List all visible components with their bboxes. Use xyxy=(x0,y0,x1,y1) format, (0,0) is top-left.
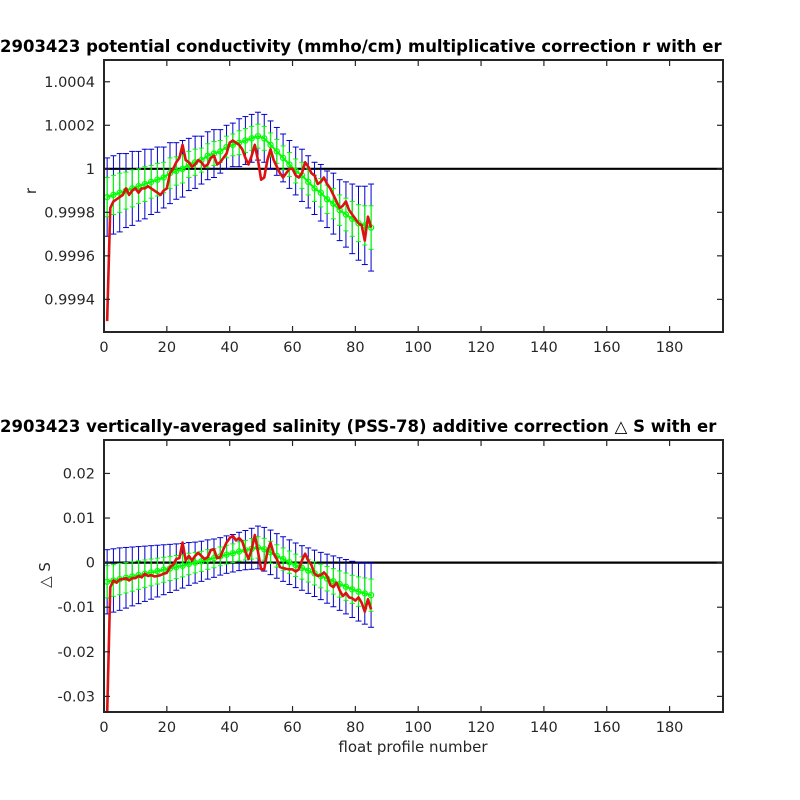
y-tick-label: 0.01 xyxy=(63,511,95,527)
fit-marker xyxy=(191,559,199,566)
fit-marker xyxy=(141,570,149,577)
fit-marker xyxy=(292,562,299,569)
y-tick-label: 0 xyxy=(86,556,95,572)
fit-marker xyxy=(311,185,318,192)
fit-marker xyxy=(305,178,312,186)
axes-box xyxy=(103,59,724,333)
fit-marker xyxy=(179,165,186,172)
x-tick-label: 160 xyxy=(593,340,621,356)
raw-estimate-line xyxy=(105,533,373,712)
x-tick-label: 140 xyxy=(530,720,558,736)
y-tick-label: -0.03 xyxy=(57,689,95,705)
x-tick-label: 40 xyxy=(220,720,238,736)
fit-marker xyxy=(179,562,186,569)
fit-marker xyxy=(141,180,149,188)
fit-marker xyxy=(242,137,249,144)
y-tick-label: 1 xyxy=(86,162,95,178)
x-tick-label: 160 xyxy=(593,720,621,736)
fit-marker xyxy=(235,548,243,555)
fit-marker xyxy=(342,211,350,218)
x-tick-label: 100 xyxy=(404,720,432,736)
y-tick-label: 0.9998 xyxy=(44,205,95,221)
fit-marker xyxy=(223,551,230,558)
x-tick-label: 140 xyxy=(530,340,558,356)
fit-marker xyxy=(154,567,161,575)
fit-marker xyxy=(135,571,142,579)
fit-line xyxy=(106,135,372,229)
x-tick-label: 20 xyxy=(158,340,176,356)
fit-marker xyxy=(110,191,117,199)
plot-layer xyxy=(104,111,723,322)
fit-marker xyxy=(305,567,312,574)
bottom-panel: 2903423 vertically-averaged salinity (PS… xyxy=(0,417,724,756)
fit-marker xyxy=(229,550,237,557)
plot-layer xyxy=(104,525,723,712)
fit-marker xyxy=(198,558,205,565)
fit-marker xyxy=(342,583,350,590)
fit-marker xyxy=(330,578,337,585)
x-tick-label: 100 xyxy=(404,340,432,356)
y-tick-label: 0.02 xyxy=(63,466,95,482)
fit-marker xyxy=(367,591,375,599)
bottom-x-axis-label: float profile number xyxy=(338,738,488,756)
fit-marker xyxy=(330,200,337,207)
fit-marker xyxy=(286,558,293,566)
y-tick-label: 1.0002 xyxy=(44,118,95,134)
fit-marker xyxy=(317,189,325,196)
fit-marker xyxy=(355,219,362,227)
y-tick-label: -0.02 xyxy=(57,645,95,661)
fit-marker xyxy=(355,588,362,595)
x-tick-label: 0 xyxy=(99,340,108,356)
fit-marker xyxy=(261,135,268,142)
fit-marker xyxy=(185,560,193,568)
bottom-y-axis-label: △ S xyxy=(36,562,54,588)
fit-marker xyxy=(135,183,142,190)
x-tick-label: 20 xyxy=(158,720,176,736)
x-tick-label: 0 xyxy=(99,720,108,736)
x-tick-label: 120 xyxy=(467,340,495,356)
x-tick-label: 80 xyxy=(346,720,364,736)
x-tick-label: 60 xyxy=(283,720,301,736)
fit-marker xyxy=(154,176,161,183)
top-y-axis-label: r xyxy=(22,187,40,194)
fit-marker xyxy=(286,161,293,168)
fit-marker xyxy=(254,132,262,140)
x-tick-label: 180 xyxy=(656,720,684,736)
top-panel: 2903423 potential conductivity (mmho/cm)… xyxy=(0,37,724,356)
fit-marker xyxy=(279,555,287,563)
top-chart-title: 2903423 potential conductivity (mmho/cm)… xyxy=(0,37,722,56)
raw-estimate-line xyxy=(105,139,373,322)
y-tick-label: 1.0004 xyxy=(44,75,95,91)
y-tick-label: -0.01 xyxy=(57,600,95,616)
fit-marker xyxy=(349,586,356,593)
x-tick-label: 60 xyxy=(283,340,301,356)
x-tick-label: 180 xyxy=(656,340,684,356)
fit-marker xyxy=(160,566,167,573)
bottom-chart-title: 2903423 vertically-averaged salinity (PS… xyxy=(0,417,717,436)
axes-box xyxy=(103,439,724,713)
fit-marker xyxy=(147,178,155,186)
fit-marker xyxy=(173,563,180,571)
x-tick-label: 80 xyxy=(346,340,364,356)
fit-marker xyxy=(273,148,281,155)
fit-marker xyxy=(323,196,331,203)
fit-marker xyxy=(248,135,255,142)
fit-marker xyxy=(204,152,211,159)
fit-marker xyxy=(173,167,180,175)
x-tick-label: 120 xyxy=(467,720,495,736)
y-tick-label: 0.9994 xyxy=(44,292,95,308)
fit-marker xyxy=(279,154,287,162)
fit-marker xyxy=(160,174,167,181)
fit-marker xyxy=(361,590,368,597)
top-plot-area: 0 20 40 60 80 100 120 140 160 180 0.9994 0.9996 0.99… xyxy=(44,59,724,356)
bottom-plot-area: 0 20 40 60 80 100 120 140 160 180 -0.03 -0.02 -0.01 0… xyxy=(57,439,724,736)
y-tick-label: 0.9996 xyxy=(44,249,95,265)
fit-marker xyxy=(116,189,123,196)
fit-marker xyxy=(267,141,274,149)
x-tick-label: 40 xyxy=(220,340,238,356)
fit-marker xyxy=(217,148,224,155)
